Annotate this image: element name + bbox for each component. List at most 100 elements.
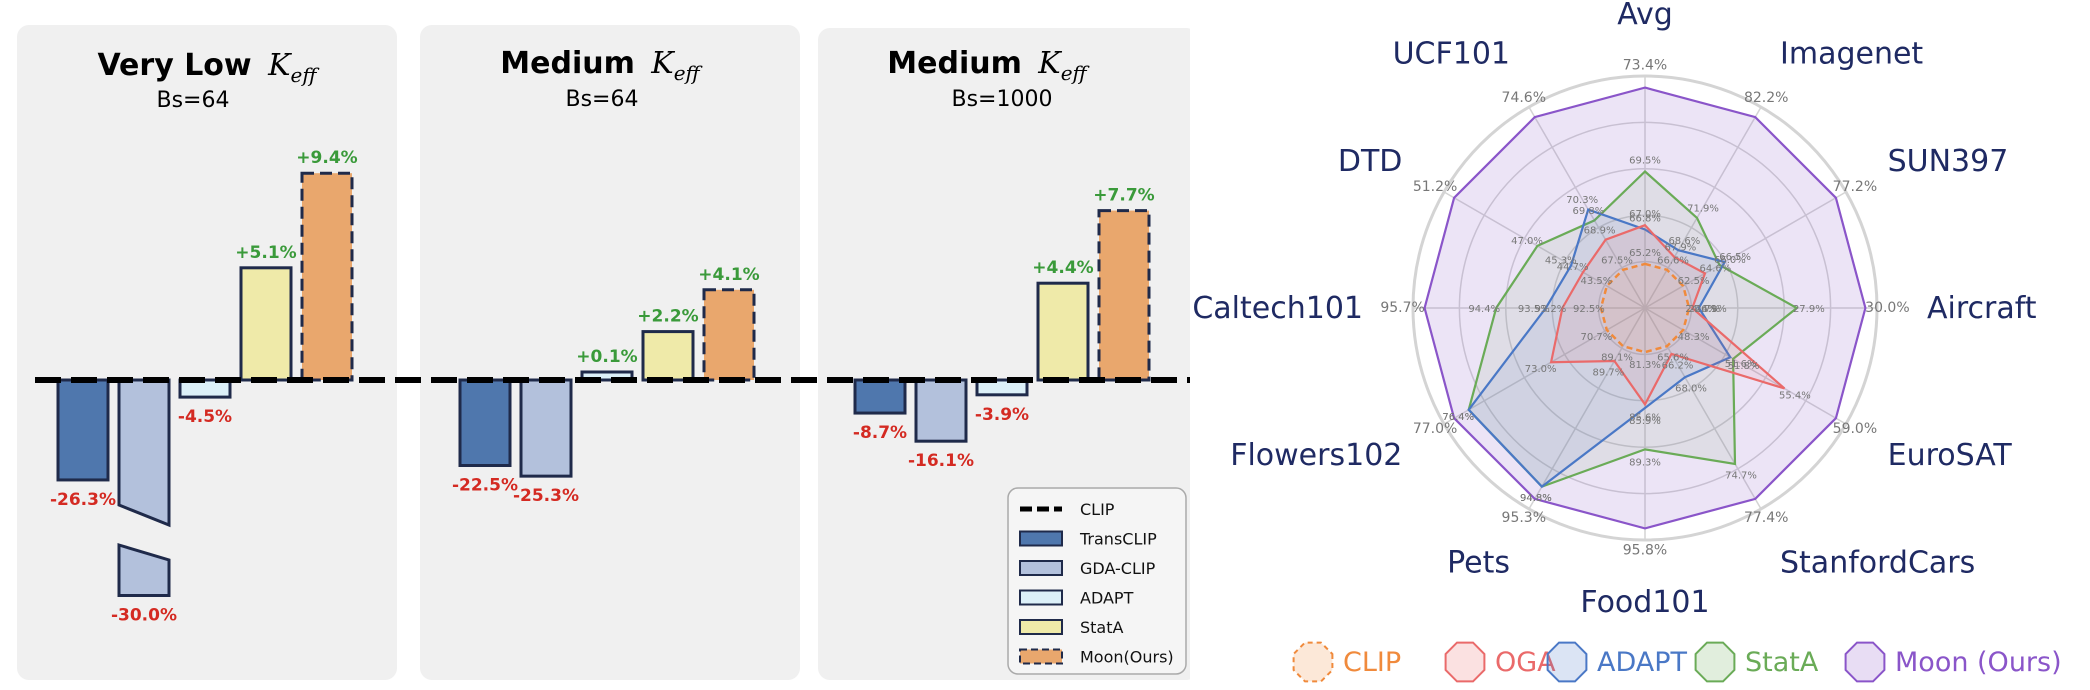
panel-3-moon-ours-bar-label: +7.7% [1093,186,1154,206]
radar-value-oga-caltech101: 93.2% [1534,304,1566,315]
radar-value-stata-caltech101: 94.4% [1468,304,1500,315]
radar-value-clip-pets: 89.1% [1601,353,1633,364]
radar-value-clip-aircraft: 24.6% [1685,304,1717,315]
panel-1-subtitle: Bs=64 [157,88,230,113]
radar-series [1423,86,1867,530]
panel-1-stata-bar [239,266,293,382]
radar-value-adapt-avg: 66.8% [1629,214,1661,225]
panel-1-moon-ours-bar [300,171,354,382]
radar-grid-spoke [1644,191,1847,309]
radar-value-oga-ucf101: 68.9% [1584,225,1616,236]
radar-value-moon-ours-sun397: 77.2% [1833,179,1877,195]
panel-2-moon-ours-bar-label: +4.1% [698,265,759,285]
radar-value-stata-sun397: 66.0% [1714,255,1746,266]
radar-value-stata-food101: 89.3% [1629,457,1661,468]
panel-1-moon-ours-bar-label: +9.4% [296,148,357,168]
radar-value-clip-avg: 65.2% [1629,248,1661,259]
radar-value-moon-ours-aircraft: 30.0% [1865,300,1909,316]
panel-3-subtitle: Bs=1000 [952,87,1053,112]
bar-legend-moon-ours-label: Moon(Ours) [1080,648,1174,667]
radar-value-oga-flowers102: 73.0% [1525,364,1557,375]
radar-value-stata-flowers102: 76.4% [1442,412,1474,423]
panel-3-transclip-bar [853,378,907,415]
radar-value-oga-aircraft: 24.7% [1688,304,1720,315]
radar-grid-spoke [1644,106,1762,309]
panel-1-title: Very Low Keff [97,48,320,87]
panel-3-adapt-bar [975,378,1029,397]
radar-value-oga-avg: 67.0% [1629,209,1661,220]
panel-2-transclip-bar [458,378,512,467]
radar-value-oga-sun397: 64.6% [1699,263,1731,274]
bar-legend-clip-label: CLIP [1080,500,1115,519]
radar-axis-avg: Avg [1617,0,1673,32]
radar-legend-clip-swatch [1292,641,1334,683]
bar-legend-moon-ours-swatch [1019,648,1063,665]
radar-grid-spoke [1443,191,1646,309]
radar-legend-oga-swatch [1444,641,1486,683]
radar-grid-spoke [1528,106,1646,309]
radar-value-moon-ours-eurosat: 59.0% [1833,421,1877,437]
panel-1-stata-bar-label: +5.1% [235,243,296,263]
bar-legend-gda-clip-label: GDA-CLIP [1080,559,1156,578]
radar-labels: 65.2%66.6% 62.5% 24.6% 48.3% 65.6%81.3%89.1%… [1192,0,2036,620]
radar-value-stata-eurosat: 51.8% [1728,361,1760,372]
radar-value-oga-dtd: 44.7% [1557,262,1589,273]
radar-value-adapt-flowers102: 76.4% [1442,412,1474,423]
panel-3-moon-ours-bar [1097,209,1151,382]
radar-value-clip-food101: 81.3% [1629,360,1661,371]
radar-value-stata-ucf101: 69.8% [1573,206,1605,217]
bar-legend-adapt-swatch [1019,589,1063,606]
radar-series-moon-ours [1423,86,1867,530]
radar-series-stata [1467,169,1799,488]
radar-value-adapt-aircraft: 24.9% [1695,304,1727,315]
panel-3-transclip-bar-label: -8.7% [853,423,907,443]
panel-2-title: Medium Keff [500,46,703,85]
panel-2-background [420,25,800,680]
radar-value-stata-aircraft: 27.9% [1793,304,1825,315]
panel-2-adapt-bar-label: +0.1% [576,347,637,367]
bar-legend-transclip-swatch [1019,530,1063,547]
bar-legend: CLIP TransCLIP GDA-CLIP ADAPT StatA Moon(Ours… [1007,487,1187,675]
radar-value-clip-stanfordcars: 65.6% [1657,353,1689,364]
radar-value-moon-ours-caltech101: 95.7% [1380,300,1424,316]
panel-1-gda-clip-bar-lower [117,542,171,597]
radar-axis-pets: Pets [1447,546,1510,581]
radar-axis-dtd: DTD [1338,144,1403,179]
panel-3-stata-bar-label: +4.4% [1032,258,1093,278]
radar-value-oga-eurosat: 55.4% [1779,391,1811,402]
radar-value-moon-ours-avg: 73.4% [1623,58,1667,74]
panel-3-stata-bar [1036,281,1090,382]
panel-1-adapt-bar-label: -4.5% [178,407,232,427]
radar-legend-stata-swatch [1694,641,1736,683]
radar-axis-aircraft: Aircraft [1927,291,2037,326]
radar-value-moon-ours-pets: 95.3% [1502,510,1546,526]
radar-grid-spoke [1443,307,1646,425]
radar-value-adapt-eurosat: 51.6% [1725,359,1757,370]
panel-2-stata-bar [641,330,695,382]
radar-axis-ucf101: UCF101 [1393,36,1510,71]
radar-grid-spoke [1528,307,1646,510]
radar-value-moon-ours-flowers102: 77.0% [1413,421,1457,437]
radar-value-clip-caltech101: 92.5% [1573,304,1605,315]
panel-3-adapt-bar-label: -3.9% [975,405,1029,425]
panel-3-gda-clip-bar [914,378,968,443]
panel-2-transclip-bar-label: -22.5% [452,476,518,496]
panel-2-adapt-bar [580,370,634,382]
radar-legend-moon-ours-swatch [1844,641,1886,683]
radar-value-oga-food101: 85.6% [1629,412,1661,423]
panel-1-gda-clip-bar-label: -30.0% [111,606,177,626]
radar-value-clip-dtd: 43.5% [1581,276,1613,287]
radar-value-clip-imagenet: 66.6% [1657,255,1689,266]
radar-series-oga [1549,223,1786,407]
panel-2-moon-ours-bar [702,288,756,382]
radar-value-adapt-pets: 94.8% [1520,493,1552,504]
radar-value-clip-sun397: 62.5% [1678,276,1710,287]
radar-value-oga-pets: 89.7% [1593,367,1625,378]
radar-value-moon-ours-food101: 95.8% [1623,542,1667,558]
radar-value-adapt-food101: 85.9% [1629,416,1661,427]
radar-legend-stata-label: StatA [1745,647,1819,678]
radar-axis-flowers102: Flowers102 [1230,438,1402,473]
panel-1-transclip-bar-label: -26.3% [50,490,116,510]
radar-value-stata-stanfordcars: 74.7% [1725,470,1757,481]
panel-1-transclip-bar [56,378,110,482]
